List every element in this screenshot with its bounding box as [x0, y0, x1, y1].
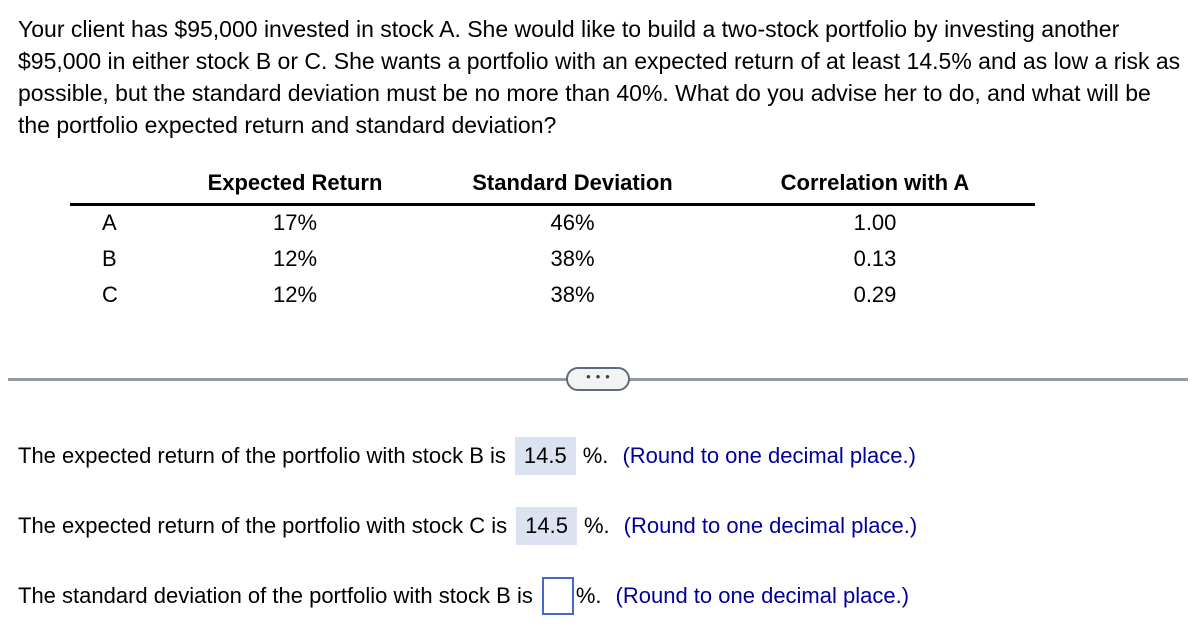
answer-stem: The expected return of the portfolio wit… — [18, 442, 506, 468]
content-divider: ••• — [0, 366, 1196, 391]
percent-suffix: %. — [582, 442, 609, 468]
table-row-stock-a: A 17% 46% 1.00 — [70, 205, 1035, 241]
column-header-correlation: Correlation with A — [715, 170, 1035, 206]
table-header-row: Expected Return Standard Deviation Corre… — [70, 170, 1035, 206]
divider-ellipsis-button[interactable]: ••• — [566, 366, 630, 391]
cell-correlation: 1.00 — [853, 210, 897, 236]
question-text: Your client has $95,000 invested in stoc… — [18, 16, 1181, 138]
row-label: A — [102, 210, 117, 236]
answer-stem: The expected return of the portfolio wit… — [18, 512, 508, 538]
answer-line-std-dev-b: The standard deviation of the portfolio … — [18, 576, 1196, 615]
table-row-stock-b: B 12% 38% 0.13 — [70, 241, 1035, 277]
row-label: C — [102, 281, 118, 307]
answer-section: The expected return of the portfolio wit… — [18, 436, 1196, 615]
cell-expected-return: 12% — [272, 245, 318, 271]
cell-expected-return: 17% — [272, 210, 318, 236]
percent-suffix: %. — [583, 512, 610, 538]
expected-return-c-answer-field[interactable]: 14.5 — [516, 506, 577, 545]
cell-standard-deviation: 46% — [550, 210, 595, 236]
answer-stem: The standard deviation of the portfolio … — [18, 582, 533, 608]
std-dev-b-answer-input[interactable] — [541, 576, 574, 615]
cell-correlation: 0.13 — [853, 245, 897, 271]
row-label: B — [102, 245, 117, 271]
cell-standard-deviation: 38% — [550, 281, 595, 307]
column-header-blank — [70, 170, 160, 206]
cell-correlation: 0.29 — [853, 281, 897, 307]
rounding-instruction: (Round to one decimal place.) — [615, 582, 910, 608]
column-header-standard-deviation: Standard Deviation — [430, 170, 715, 206]
rounding-instruction: (Round to one decimal place.) — [622, 442, 916, 468]
ellipsis-icon: ••• — [586, 369, 615, 384]
percent-suffix: %. — [575, 582, 602, 608]
cell-expected-return: 12% — [272, 281, 318, 307]
cell-standard-deviation: 38% — [550, 245, 595, 271]
answer-line-expected-return-c: The expected return of the portfolio wit… — [18, 506, 1196, 545]
stock-data-table: Expected Return Standard Deviation Corre… — [70, 170, 1035, 313]
table-row-stock-c: C 12% 38% 0.29 — [70, 277, 1035, 313]
answer-line-expected-return-b: The expected return of the portfolio wit… — [18, 436, 1196, 475]
expected-return-b-answer-field[interactable]: 14.5 — [514, 436, 576, 475]
rounding-instruction: (Round to one decimal place.) — [623, 512, 918, 538]
column-header-expected-return: Expected Return — [160, 170, 430, 206]
